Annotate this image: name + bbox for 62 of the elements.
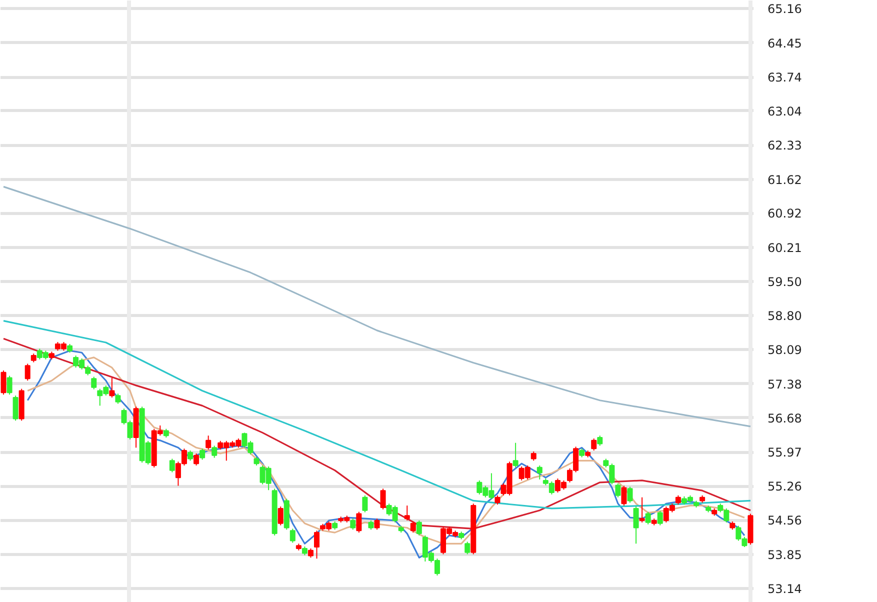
- y-tick-label: 58.09: [768, 343, 802, 358]
- y-tick-label: 64.45: [768, 36, 802, 50]
- candlestick: [187, 450, 194, 462]
- candlestick: [621, 485, 627, 506]
- candlestick: [362, 494, 368, 513]
- candlestick: [639, 496, 645, 523]
- candlestick: [615, 482, 621, 498]
- candlestick: [657, 510, 663, 526]
- candlestick: [404, 505, 410, 521]
- candlestick: [368, 520, 374, 530]
- y-tick-label: 55.97: [768, 446, 802, 460]
- candlestick: [591, 438, 597, 452]
- candlestick: [278, 506, 284, 526]
- y-tick-label: 54.56: [768, 514, 802, 528]
- candlestick: [512, 442, 518, 468]
- line-series: [2, 186, 752, 428]
- y-tick-label: 62.33: [768, 138, 802, 153]
- y-tick-label: 63.04: [768, 104, 802, 118]
- y-tick-label: 57.38: [768, 377, 802, 392]
- y-tick-label: 58.80: [768, 308, 802, 323]
- candlestick: [536, 465, 542, 480]
- candlestick: [24, 363, 30, 382]
- candlestick: [290, 528, 296, 544]
- candlestick: [374, 518, 380, 530]
- candlestick: [464, 541, 470, 555]
- candlestick: [314, 530, 320, 560]
- candlestick: [6, 375, 12, 396]
- candlestick: [91, 376, 97, 390]
- candlestick: [645, 511, 651, 525]
- y-tick-label: 59.50: [768, 275, 802, 290]
- candlestick: [194, 452, 200, 466]
- candlestick: [597, 435, 603, 446]
- candlestick: [627, 486, 633, 504]
- y-tick-label: 63.74: [768, 70, 802, 85]
- candlestick: [356, 511, 362, 534]
- y-tick-label: 60.92: [768, 206, 802, 221]
- candlestick: [200, 448, 206, 460]
- candlestick: [380, 488, 386, 510]
- y-tick-label: 61.62: [768, 172, 802, 187]
- candlestick: [530, 451, 536, 462]
- candlestick: [416, 520, 422, 536]
- candlestick: [350, 518, 356, 530]
- candlestick: [169, 458, 175, 473]
- line-series: [2, 338, 752, 530]
- candlestick: [633, 506, 639, 544]
- candlestick: [12, 395, 18, 422]
- line-series: [2, 320, 752, 510]
- y-tick-label: 53.14: [768, 582, 802, 596]
- candlestick: [206, 435, 212, 450]
- y-tick-label: 53.85: [768, 548, 802, 562]
- candlestick: [494, 494, 500, 506]
- y-tick-label: 60.21: [768, 240, 802, 255]
- y-tick-label: 65.16: [768, 2, 802, 16]
- y-tick-label: 56.68: [768, 411, 802, 426]
- candlestick: [115, 393, 121, 404]
- candlestick: [0, 370, 6, 396]
- candlestick: [410, 520, 416, 534]
- candlestick: [212, 445, 218, 458]
- y-tick-label: 55.26: [768, 480, 802, 494]
- candlestick: [109, 377, 115, 398]
- candlestick: [308, 548, 314, 558]
- candlestick: [675, 494, 681, 506]
